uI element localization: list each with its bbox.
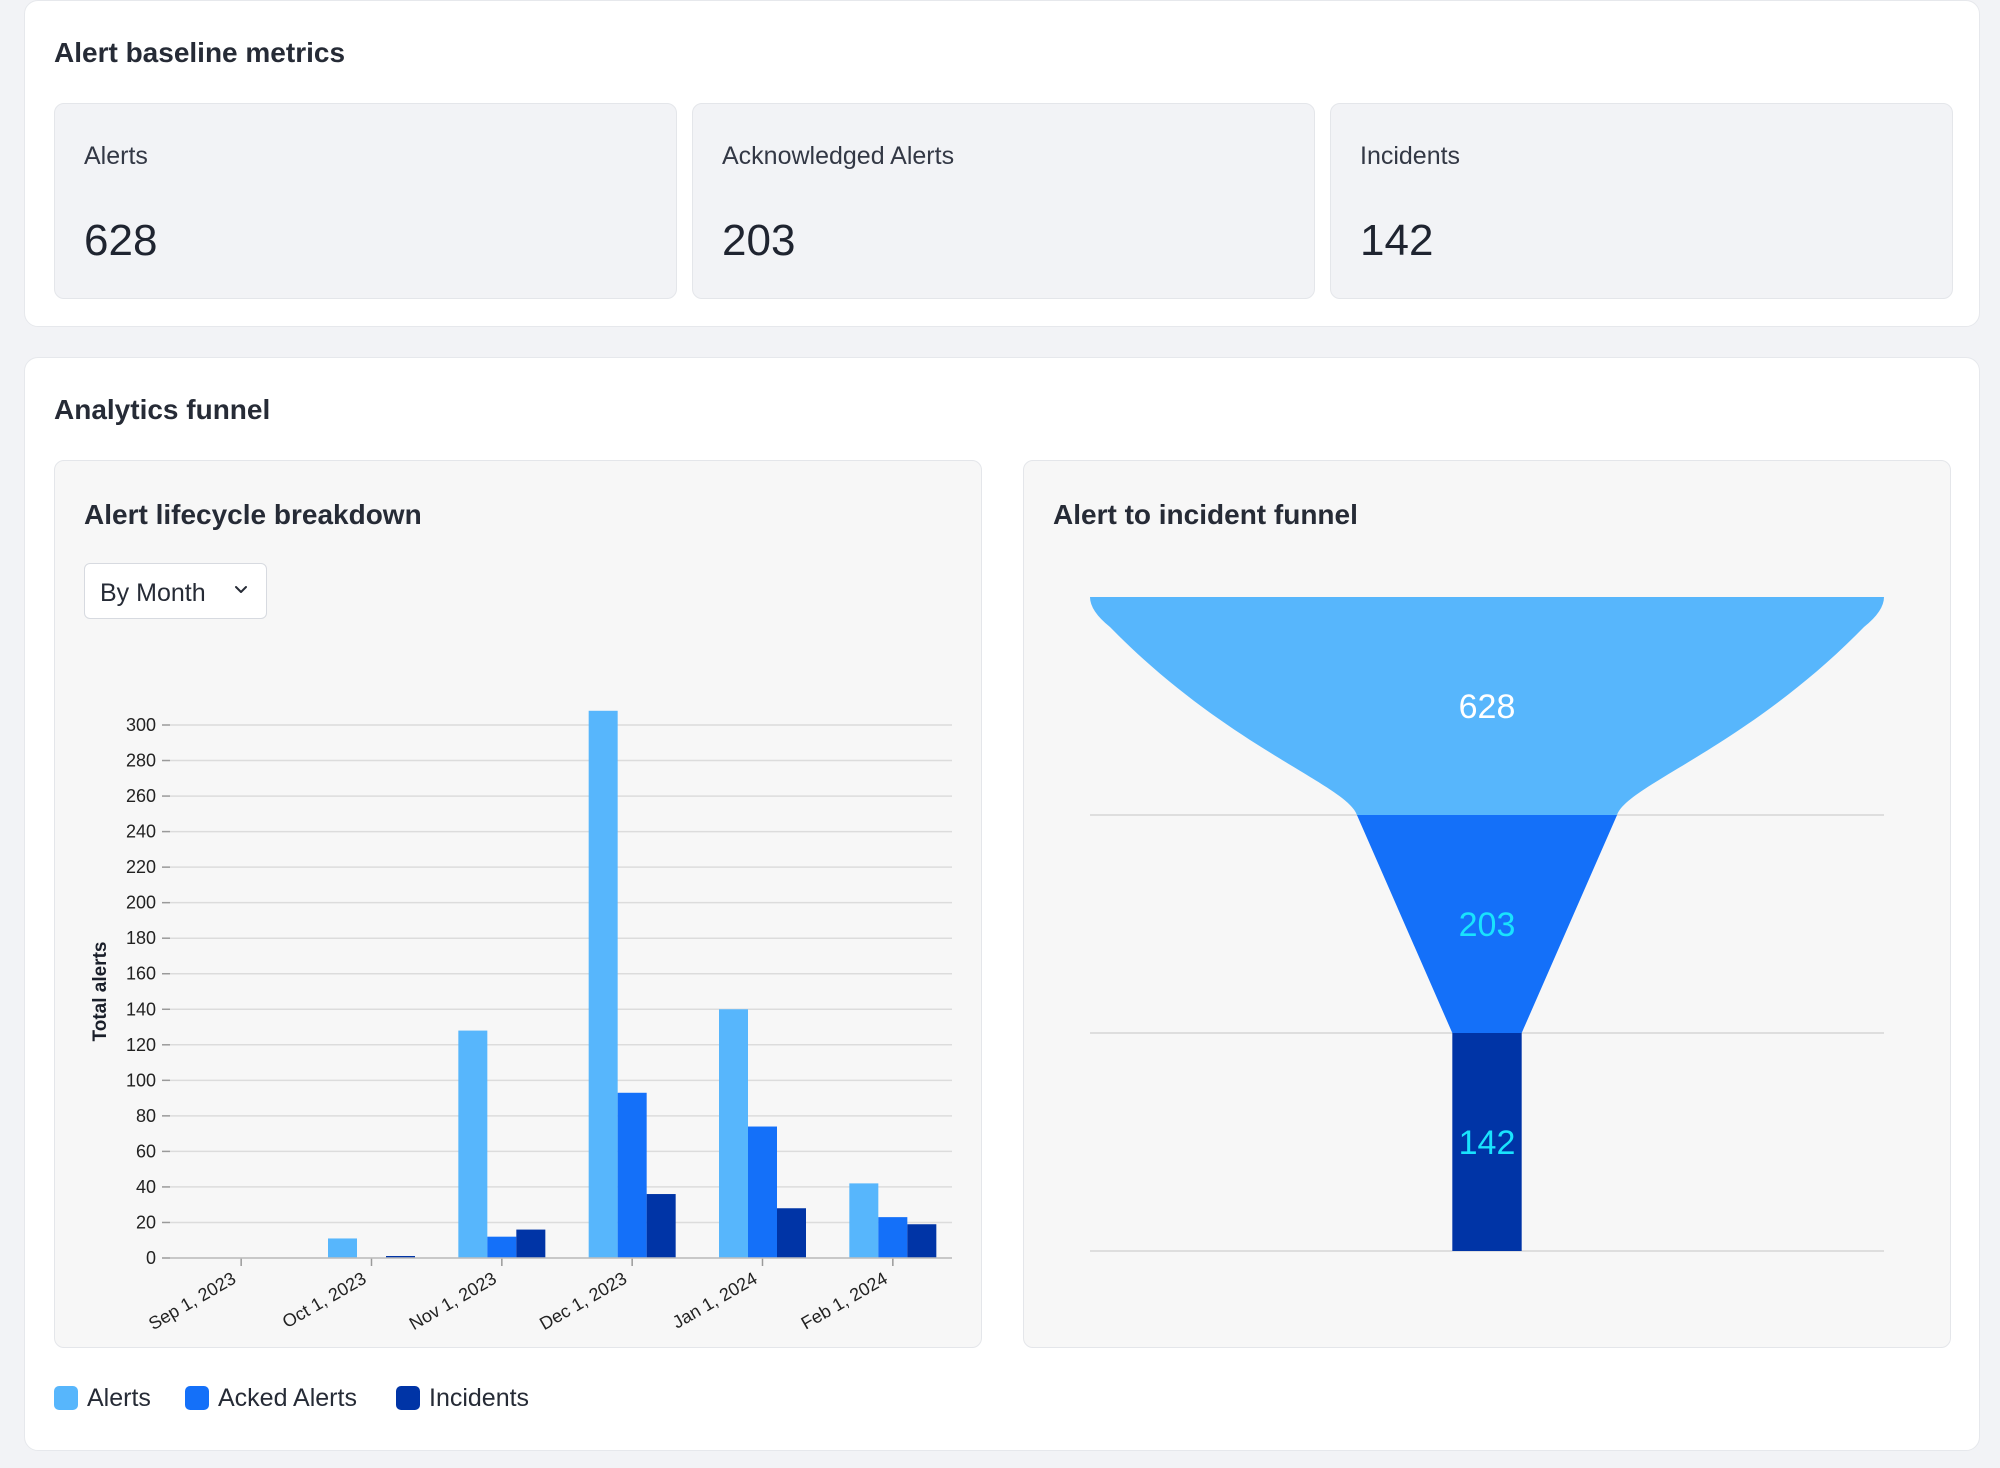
- x-tick-label: Sep 1, 2023: [145, 1268, 239, 1334]
- y-tick-label: 20: [136, 1212, 156, 1232]
- y-tick-label: 200: [126, 893, 156, 913]
- legend-swatch: [185, 1386, 209, 1410]
- bar: [588, 710, 618, 1258]
- funnel-value-label: 628: [1459, 688, 1516, 726]
- metrics-panel-title: Alert baseline metrics: [54, 37, 346, 68]
- metric-card-incidents: Incidents 142: [1330, 103, 1953, 299]
- metric-card-alerts: Alerts 628: [54, 103, 677, 299]
- bar: [646, 1194, 676, 1258]
- funnel-value-label: 203: [1459, 906, 1516, 944]
- funnel-card-title: Alert to incident funnel: [1053, 499, 1358, 530]
- y-tick-label: 60: [136, 1141, 156, 1161]
- legend-label: Acked Alerts: [218, 1384, 357, 1412]
- alert-baseline-metrics-panel: Alert baseline metrics Alerts 628 Acknow…: [24, 0, 1980, 327]
- group-by-dropdown[interactable]: By Month: [84, 563, 267, 619]
- y-tick-label: 140: [126, 999, 156, 1019]
- y-tick-label: 300: [126, 715, 156, 735]
- metric-value: 628: [84, 216, 158, 265]
- legend-swatch: [54, 1386, 78, 1410]
- lifecycle-bar-chart: 0 20 40 60 80 100 120 140 160 180 200 220 240 260 280 3…: [90, 710, 952, 1334]
- x-tick-label: Nov 1, 2023: [406, 1268, 500, 1334]
- bar: [719, 1009, 748, 1258]
- y-tick-label: 80: [136, 1106, 156, 1126]
- funnel-value-label: 142: [1459, 1124, 1516, 1162]
- legend-label: Incidents: [429, 1384, 530, 1412]
- metric-card-acknowledged-alerts: Acknowledged Alerts 203: [692, 103, 1315, 299]
- metric-label: Alerts: [84, 142, 148, 170]
- bar: [878, 1217, 908, 1258]
- funnel-panel-title: Analytics funnel: [54, 394, 271, 425]
- bar: [849, 1183, 879, 1258]
- metric-label: Acknowledged Alerts: [722, 142, 955, 170]
- bar: [617, 1092, 647, 1258]
- y-tick-label: 40: [136, 1177, 156, 1197]
- y-axis-title: Total alerts: [90, 942, 111, 1042]
- legend-label: Alerts: [87, 1384, 151, 1412]
- legend-swatch: [396, 1386, 420, 1410]
- x-tick-label: Feb 1, 2024: [798, 1268, 891, 1333]
- funnel-segment: [1090, 597, 1884, 815]
- y-tick-label: 220: [126, 857, 156, 877]
- x-tick-label: Dec 1, 2023: [536, 1268, 630, 1334]
- metric-value: 203: [722, 216, 796, 265]
- y-tick-label: 240: [126, 822, 156, 842]
- x-tick-label: Oct 1, 2023: [279, 1268, 370, 1332]
- bar: [487, 1236, 517, 1258]
- y-tick-label: 120: [126, 1035, 156, 1055]
- y-tick-label: 280: [126, 751, 156, 771]
- funnel-segment: [1452, 1033, 1522, 1251]
- funnel-segment: [1356, 815, 1618, 1033]
- bar: [458, 1030, 488, 1258]
- x-tick-label: Jan 1, 2024: [669, 1268, 760, 1332]
- bar: [328, 1238, 357, 1258]
- analytics-funnel-panel: Analytics funnel Alert lifecycle breakdo…: [24, 357, 1980, 1451]
- dropdown-selected-value: By Month: [100, 579, 206, 607]
- chevron-down-icon: [235, 586, 247, 593]
- alert-to-incident-card: Alert to incident funnel 628 203 142: [1023, 460, 1951, 1348]
- bar: [907, 1224, 937, 1258]
- bar: [516, 1229, 546, 1258]
- alert-lifecycle-card: Alert lifecycle breakdown By Month 0 20 40…: [54, 460, 982, 1348]
- lifecycle-card-title: Alert lifecycle breakdown: [84, 499, 422, 530]
- bar: [748, 1126, 777, 1258]
- y-tick-label: 260: [126, 786, 156, 806]
- y-tick-label: 160: [126, 964, 156, 984]
- y-tick-label: 0: [146, 1248, 156, 1268]
- metric-label: Incidents: [1360, 142, 1461, 170]
- metric-value: 142: [1360, 216, 1434, 265]
- bar: [777, 1208, 806, 1258]
- y-tick-label: 100: [126, 1070, 156, 1090]
- y-tick-label: 180: [126, 928, 156, 948]
- alert-to-incident-funnel-chart: 628 203 142: [1090, 597, 1884, 1252]
- bar: [386, 1256, 415, 1258]
